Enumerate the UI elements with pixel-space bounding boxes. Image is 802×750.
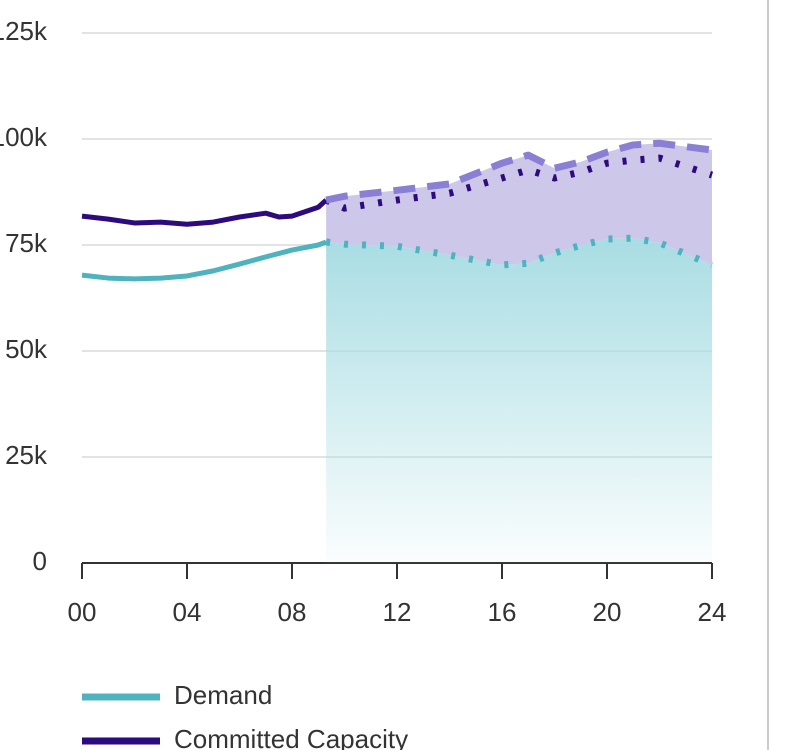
x-tick-label: 00 [68, 597, 97, 627]
y-tick-label: 125k [0, 16, 48, 46]
capacity-band [326, 143, 712, 265]
y-tick-label: 25k [5, 440, 48, 470]
x-tick-label: 24 [698, 597, 727, 627]
y-tick-label: 100k [0, 122, 48, 152]
legend-label: Demand [174, 680, 272, 710]
series-line [81, 239, 328, 282]
y-tick-label: 75k [5, 228, 48, 258]
x-tick-label: 04 [173, 597, 202, 627]
y-tick-label: 50k [5, 334, 48, 364]
y-tick-label: 0 [33, 546, 47, 576]
legend-label: Committed Capacity [174, 724, 408, 750]
series-line [325, 139, 713, 204]
x-tick-label: 16 [488, 597, 517, 627]
series-line [81, 198, 328, 227]
x-tick-label: 08 [278, 597, 307, 627]
x-tick-label: 20 [593, 597, 622, 627]
series-line [325, 234, 714, 269]
x-tick-label: 12 [383, 597, 412, 627]
demand-area [326, 238, 712, 563]
